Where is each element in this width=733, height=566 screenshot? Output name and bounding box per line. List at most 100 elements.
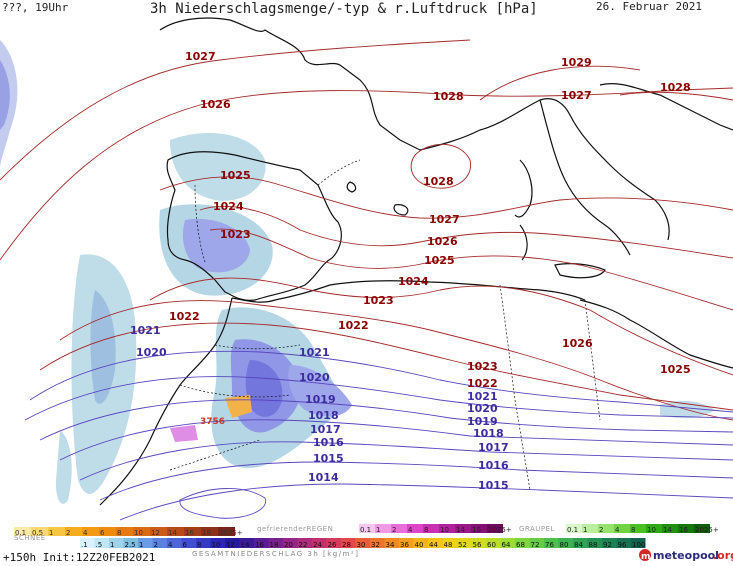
legend-swatch <box>65 527 82 536</box>
legend-swatch <box>399 538 414 548</box>
legend-tick-label: 26 <box>328 541 337 549</box>
legend-swatch <box>201 527 218 536</box>
isobar-label: 1016 <box>313 436 344 449</box>
legend-tick-label: 1 <box>376 526 380 534</box>
legend-tick-label: 2.5 <box>125 541 136 549</box>
isobar-label: 1017 <box>310 423 341 436</box>
legend-swatch <box>326 538 341 548</box>
isobar-labels-high: 1027 1026 1028 1029 1027 1028 1028 1025 … <box>169 50 691 390</box>
legend-tick-label: 28 <box>342 541 351 549</box>
legend-tick-label: 10 <box>134 529 143 537</box>
legend-swatch <box>138 538 153 548</box>
init-time: +150h Init:12Z20FEB2021 <box>3 551 155 564</box>
isobars <box>0 39 733 521</box>
legend-swatch <box>196 538 211 548</box>
legend-tick-label: 48 <box>444 541 453 549</box>
legend-swatch <box>82 527 99 536</box>
logo-tld: .org <box>713 549 733 562</box>
legend-tick-label: 32 <box>371 541 380 549</box>
legend-swatch <box>370 538 385 548</box>
legend-swatch <box>184 527 201 536</box>
legend-swatch <box>558 538 573 548</box>
legend-tick-label: 76 <box>545 541 554 549</box>
legend-swatch <box>225 538 240 548</box>
legend-tick-label: 96 <box>618 541 627 549</box>
isobar-label: 1018 <box>473 427 504 440</box>
logo-icon-letter: m <box>641 552 650 562</box>
legend-swatch <box>133 527 150 536</box>
legend-tick-label: 0.1 <box>15 529 26 537</box>
isobar-label: 1027 <box>185 50 216 63</box>
isobar-label: 1024 <box>213 200 244 213</box>
legend-swatch <box>471 524 487 533</box>
legend-swatch <box>80 538 95 548</box>
isobar-label: 1022 <box>169 310 200 323</box>
legend-swatch <box>312 538 327 548</box>
legend-tick-label: 14 <box>456 526 465 534</box>
logo-text: meteopool <box>653 549 719 562</box>
legend-tick-label: 52 <box>458 541 467 549</box>
legend-tick-label: 24 <box>313 541 322 549</box>
isobar-label: 1017 <box>478 441 509 454</box>
legend-tick-label: 6 <box>100 529 105 537</box>
isobar-label: 1021 <box>467 390 498 403</box>
legend-swatch <box>582 524 598 533</box>
legend-tick-label: 1 <box>110 541 114 549</box>
legend-tick-label: 6 <box>183 541 188 549</box>
isobar-label: 1022 <box>338 319 369 332</box>
legend-tick-label: 14 <box>241 541 250 549</box>
legend-tick-label: 10 <box>647 526 656 534</box>
legend-swatch <box>646 524 662 533</box>
country-borders <box>169 159 601 491</box>
logo-icon <box>639 549 651 561</box>
legend-swatch <box>529 538 544 548</box>
legend-swatch <box>384 538 399 548</box>
legend-tick-label: 40 <box>415 541 424 549</box>
legend-tick-label: 0.5 <box>32 529 43 537</box>
legend-swatch <box>455 524 471 533</box>
legend-swatch <box>471 538 486 548</box>
isobar-label: 1028 <box>660 81 691 94</box>
legend-tick-label: 12 <box>226 541 235 549</box>
isobar-label: 1020 <box>136 346 167 359</box>
legend-swatch <box>355 538 370 548</box>
legend-tick-label: 16 <box>472 526 481 534</box>
legend-swatch <box>239 538 254 548</box>
isobar-label: 1027 <box>429 213 460 226</box>
legend-swatch <box>14 527 31 536</box>
legend-swatch <box>457 538 472 548</box>
run-label: ???, 19Uhr <box>2 1 69 14</box>
legend-swatch <box>544 538 559 548</box>
legend-tick-label: 84 <box>574 541 583 549</box>
precipitation-shading <box>0 40 715 504</box>
map-title: 3h Niederschlagsmenge/-typ & r.Luftdruck… <box>150 1 538 17</box>
legend-tick-label: 0.1 <box>567 526 578 534</box>
legend-tick-label: 14 <box>168 529 177 537</box>
isobar-label: 1020 <box>467 402 498 415</box>
legend-swatch <box>152 538 167 548</box>
legend-swatch <box>413 538 428 548</box>
legend-total-precip: .1.5 1 2.5 1 2 4 6 8 10 12 14 16 18 20 22 24 26 28 30 32 34 3… <box>80 538 646 549</box>
legend-swatch <box>630 524 646 533</box>
isobar-label: 1026 <box>427 235 458 248</box>
legend-swatch <box>442 538 457 548</box>
isobar-label: 1020 <box>299 371 330 384</box>
legend-swatch <box>94 538 109 548</box>
legend-tick-label: 30 <box>357 541 366 549</box>
meteopool-logo: m meteopool .org <box>639 549 733 562</box>
legend-tick-label: 16 <box>185 529 194 537</box>
isobar-label: 1019 <box>467 415 498 428</box>
legend-swatch <box>423 524 439 533</box>
coastlines <box>99 17 733 506</box>
legend-swatch <box>268 538 283 548</box>
legend-tick-label: 100 <box>632 541 645 549</box>
legend-tick-label: .1 <box>81 541 88 549</box>
legend-swatch <box>150 527 167 536</box>
legend-swatch <box>99 527 116 536</box>
legend-tick-label: 64 <box>502 541 511 549</box>
legend-tick-label: 10 <box>440 526 449 534</box>
legend-swatch <box>500 538 515 548</box>
legend-tick-label: 72 <box>531 541 540 549</box>
